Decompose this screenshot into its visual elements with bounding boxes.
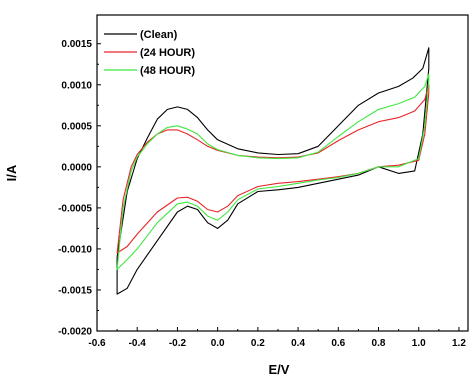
y-tick-label: -0.0015 bbox=[58, 285, 92, 296]
legend-label-0: (Clean) bbox=[140, 29, 178, 41]
y-tick-label: 0.0010 bbox=[61, 80, 92, 91]
plot-frame bbox=[96, 14, 469, 332]
series-line-1 bbox=[116, 84, 430, 254]
y-axis-title: I/A bbox=[4, 164, 19, 181]
x-tick-label: -0.4 bbox=[129, 338, 147, 349]
y-tick-label: 0.0015 bbox=[61, 39, 92, 50]
y-tick-label: -0.0020 bbox=[58, 327, 92, 338]
x-axis: -0.6 -0.4 -0.2 0.0 0.2 0.4 0.6 0.8 1.0 1.2 bbox=[88, 327, 466, 349]
plot-area bbox=[116, 47, 430, 295]
x-axis-title: E/V bbox=[269, 362, 290, 377]
legend: (Clean) (24 HOUR) (48 HOUR) bbox=[104, 29, 195, 77]
x-tick-label: -0.6 bbox=[88, 338, 106, 349]
y-tick-label: -0.0005 bbox=[58, 203, 92, 214]
x-tick-label: 1.0 bbox=[412, 338, 426, 349]
y-tick-label: 0.0000 bbox=[61, 162, 92, 173]
x-tick-label: 0.2 bbox=[251, 338, 265, 349]
x-tick-label: 1.2 bbox=[452, 338, 466, 349]
legend-label-1: (24 HOUR) bbox=[140, 47, 195, 59]
x-tick-label: -0.2 bbox=[169, 338, 187, 349]
x-tick-label: 0.8 bbox=[372, 338, 386, 349]
legend-label-2: (48 HOUR) bbox=[140, 65, 195, 77]
y-axis: -0.0020 -0.0015 -0.0010 -0.0005 0.0000 0.0005… bbox=[58, 39, 101, 338]
x-tick-label: 0.0 bbox=[211, 338, 225, 349]
series-line-2 bbox=[116, 73, 430, 270]
x-tick-label: 0.4 bbox=[291, 338, 305, 349]
series-line-0 bbox=[116, 47, 430, 295]
y-tick-label: -0.0010 bbox=[58, 244, 92, 255]
x-tick-label: 0.6 bbox=[331, 338, 345, 349]
y-tick-label: 0.0005 bbox=[61, 121, 92, 132]
